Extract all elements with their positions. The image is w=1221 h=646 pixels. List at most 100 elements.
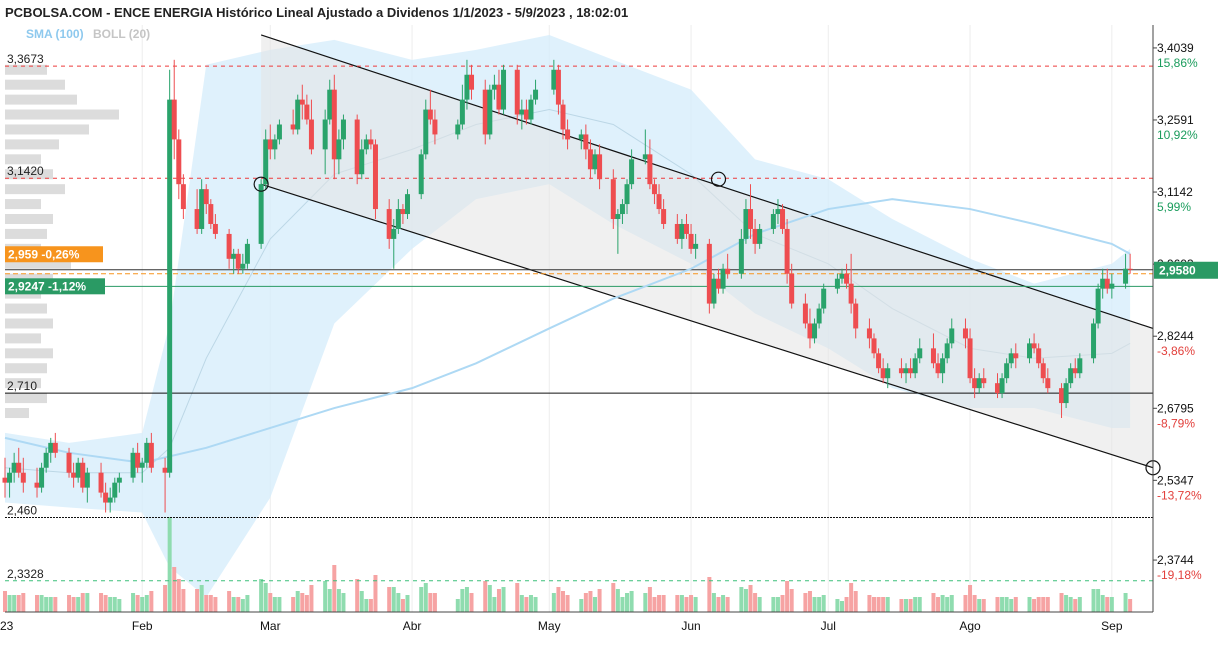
candle-body	[551, 69, 557, 90]
candle	[880, 358, 886, 384]
candle-body	[555, 69, 561, 105]
volume-bar	[693, 597, 698, 612]
candle-body	[80, 462, 86, 488]
candle	[501, 64, 507, 115]
candle	[1072, 358, 1078, 379]
volume-bar	[1009, 599, 1014, 612]
candle-body	[693, 243, 699, 249]
candle-body	[775, 209, 781, 215]
volume-bar	[469, 593, 474, 612]
candle-body	[103, 492, 109, 503]
candle	[523, 99, 529, 125]
volume-bar	[80, 593, 85, 612]
volume-bar	[533, 597, 538, 612]
volume-bar	[16, 595, 21, 612]
candle	[11, 452, 17, 483]
candle-body	[34, 482, 40, 488]
volume-bar	[492, 597, 497, 612]
volume-profile-bar	[5, 363, 47, 374]
candle-body	[432, 119, 438, 135]
candle-body	[469, 74, 475, 90]
candle-body	[66, 452, 72, 473]
volume-bar	[1077, 597, 1082, 612]
candle	[839, 268, 845, 284]
candle-body	[656, 194, 662, 210]
volume-bar	[945, 597, 950, 612]
candle	[1127, 253, 1133, 274]
candle	[116, 472, 122, 493]
volume-profile-bar	[5, 124, 89, 135]
x-tick-label: Mar	[260, 619, 281, 633]
volume-bar	[620, 597, 625, 612]
candle	[455, 119, 461, 140]
candle	[308, 99, 314, 155]
candle	[898, 358, 904, 379]
candle-body	[999, 378, 1005, 394]
candle-body	[135, 452, 141, 468]
candle	[752, 219, 758, 254]
volume-profile-bar	[5, 64, 47, 75]
candle	[903, 363, 909, 384]
candle	[391, 219, 397, 269]
volume-bar	[812, 597, 817, 612]
candle	[757, 223, 763, 249]
candlesticks	[2, 59, 1133, 513]
volume-bar	[291, 597, 296, 612]
volume-bar	[181, 589, 186, 612]
candle-body	[427, 109, 433, 120]
candle-body	[7, 472, 13, 483]
candle-body	[853, 303, 859, 329]
candle	[560, 99, 566, 140]
candle-body	[752, 228, 758, 244]
candle	[1077, 353, 1083, 379]
volume-bar	[336, 589, 341, 612]
volume-bar	[977, 599, 982, 612]
candle	[171, 59, 177, 160]
candle	[235, 248, 241, 274]
volume-bar	[359, 591, 364, 612]
candle	[336, 129, 342, 175]
volume-profile-bar	[5, 408, 29, 419]
volume-bar	[528, 595, 533, 612]
chart-header: PCBOLSA.COM - ENCE ENERGIA Histórico Lin…	[5, 5, 628, 41]
candle	[647, 139, 653, 190]
volume-bar	[423, 583, 428, 612]
candle	[482, 79, 488, 145]
volume-bar	[39, 595, 44, 612]
candle-body	[725, 268, 731, 274]
candle-body	[98, 472, 104, 493]
candle	[775, 199, 781, 224]
candle	[615, 209, 621, 254]
candle	[1109, 273, 1115, 299]
candle-body	[423, 109, 429, 155]
candle	[1008, 348, 1014, 369]
candle	[427, 89, 433, 125]
volume-bar	[44, 597, 49, 612]
candle-body	[876, 353, 882, 369]
volume-bar	[7, 595, 12, 612]
candle-body	[75, 462, 81, 478]
candle-body	[592, 154, 598, 170]
candle-body	[372, 144, 378, 210]
candle	[258, 179, 264, 249]
candle-body	[1031, 343, 1037, 349]
volume-bar	[76, 597, 81, 612]
candle	[967, 328, 973, 384]
volume-bar	[753, 593, 758, 612]
volume-profile-bar	[5, 214, 53, 225]
candle-body	[935, 363, 941, 374]
candle-body	[807, 323, 813, 339]
volume-bar	[597, 589, 602, 612]
candle-body	[2, 477, 8, 483]
candle-body	[871, 338, 877, 354]
candle	[748, 184, 754, 239]
chart-title: PCBOLSA.COM - ENCE ENERGIA Histórico Lin…	[5, 5, 628, 20]
candle-body	[20, 472, 26, 483]
price-badges: 2,9580 2,9247 -1,12% 2,959 -0,26%	[5, 246, 1218, 295]
candle	[180, 174, 186, 220]
volume-bar	[689, 595, 694, 612]
candle	[871, 333, 877, 359]
y-tick-percent: 15,86%	[1157, 56, 1198, 70]
candle	[610, 169, 616, 229]
